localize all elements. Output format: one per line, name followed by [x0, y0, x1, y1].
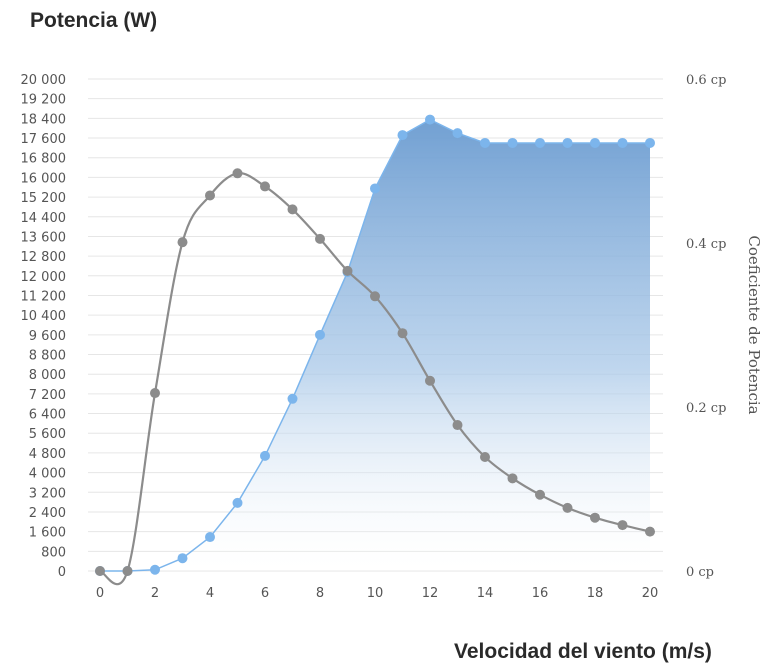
cp-point [590, 512, 600, 523]
x-tick-label: 0 [96, 586, 104, 601]
y-tick-label: 5 600 [29, 427, 66, 442]
power-point [205, 532, 215, 543]
y-tick-label: 7 200 [29, 388, 66, 403]
y-axis-left: 0 800 1 600 2 400 3 200 4 000 4 800 5 600 6 400 7… [21, 73, 67, 580]
chart-title: Potencia (W) [30, 9, 158, 32]
x-axis-title: Velocidad del viento (m/s) [454, 640, 712, 663]
power-area-fill [100, 119, 650, 571]
y-tick-label: 14 400 [21, 211, 67, 226]
x-tick-label: 10 [367, 586, 384, 601]
y-tick-label: 9 600 [29, 329, 66, 344]
cp-point [397, 328, 408, 339]
power-point [425, 114, 435, 125]
cp-point [177, 237, 188, 248]
cp-line [99, 172, 651, 586]
power-point [535, 137, 545, 148]
y-tick-label: 4 800 [29, 447, 66, 462]
power-point [452, 128, 463, 139]
x-tick-label: 6 [261, 586, 269, 601]
y-tick-label: 6 400 [29, 408, 66, 423]
y-tick-label: 16 000 [21, 171, 67, 186]
power-point [562, 137, 573, 148]
cp-point [480, 452, 490, 463]
cp-point [507, 473, 518, 484]
y-tick-label: 3 200 [29, 486, 66, 501]
power-point [370, 183, 380, 194]
power-point [287, 393, 298, 404]
cp-point [452, 420, 463, 431]
cp-point [287, 204, 298, 215]
power-point [645, 137, 655, 148]
y-tick-label: 800 [41, 545, 66, 560]
y-axis-right: 0 cp 0.2 cp 0.4 cp 0.6 cp [686, 73, 726, 580]
power-point [590, 137, 600, 148]
cp-point [150, 388, 160, 399]
y-tick-label: 8 800 [29, 349, 66, 364]
y-tick-label: 12 800 [21, 250, 67, 265]
y-tick-label: 12 000 [21, 270, 67, 285]
cp-point [260, 181, 270, 192]
y-tick-label: 16 800 [21, 152, 67, 167]
cp-point [562, 502, 573, 513]
y2-tick-label: 0.4 cp [686, 237, 726, 252]
y-tick-label: 1 600 [29, 526, 66, 541]
x-tick-label: 20 [642, 586, 659, 601]
y-tick-label: 18 400 [21, 112, 67, 127]
y-tick-label: 0 [58, 565, 66, 580]
y-tick-label: 13 600 [21, 230, 67, 245]
y-tick-label: 15 200 [21, 191, 67, 206]
y2-tick-label: 0 cp [686, 565, 714, 580]
power-point [315, 329, 325, 340]
y2-tick-label: 0.6 cp [686, 73, 726, 88]
x-tick-label: 18 [587, 586, 604, 601]
power-point [177, 553, 188, 564]
y2-axis-title: Coeficiente de Potencia [745, 235, 763, 414]
power-point [617, 137, 628, 148]
power-point [232, 497, 243, 508]
y-tick-label: 11 200 [21, 289, 67, 304]
power-point [150, 564, 160, 575]
y-tick-label: 4 000 [29, 467, 66, 482]
power-point [480, 137, 490, 148]
cp-point [232, 168, 243, 179]
series-layer [95, 114, 655, 586]
x-tick-label: 2 [151, 586, 159, 601]
x-tick-label: 12 [422, 586, 439, 601]
cp-point [315, 233, 325, 244]
cp-point [645, 526, 655, 537]
x-tick-label: 16 [532, 586, 549, 601]
y-tick-label: 20 000 [21, 73, 67, 88]
y-tick-label: 2 400 [29, 506, 66, 521]
cp-point [205, 190, 215, 201]
y-tick-label: 10 400 [21, 309, 67, 324]
cp-point [425, 375, 435, 386]
cp-point [370, 291, 380, 302]
x-tick-label: 8 [316, 586, 324, 601]
power-point [397, 130, 408, 141]
x-tick-label: 4 [206, 586, 214, 601]
cp-point [342, 265, 353, 276]
power-point [260, 450, 270, 461]
cp-point [535, 489, 545, 500]
power-point [507, 137, 518, 148]
y-tick-label: 17 600 [21, 132, 67, 147]
y-tick-label: 19 200 [21, 93, 67, 108]
x-tick-label: 14 [477, 586, 494, 601]
y2-tick-label: 0.2 cp [686, 401, 726, 416]
x-axis: 0 2 4 6 8 10 12 14 16 18 20 [96, 586, 658, 601]
y-tick-label: 8 000 [29, 368, 66, 383]
cp-point [122, 566, 133, 576]
cp-point [617, 520, 628, 531]
cp-point [95, 566, 105, 576]
